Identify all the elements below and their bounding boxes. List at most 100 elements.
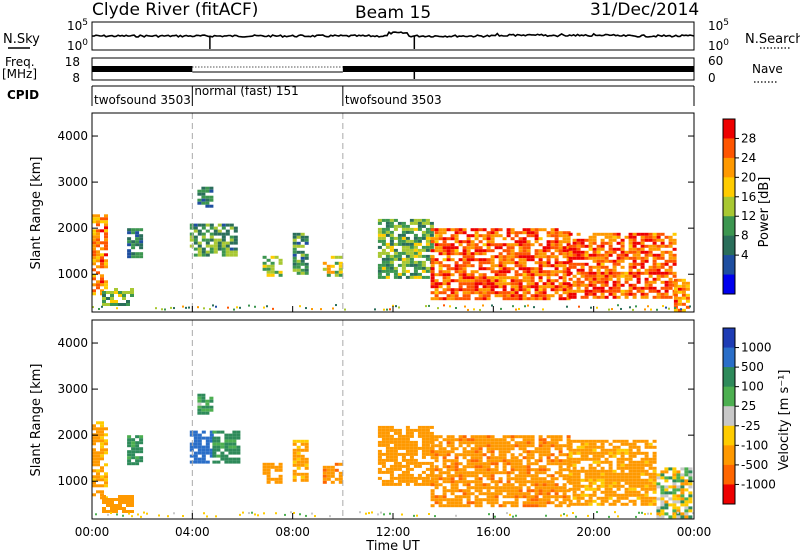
velocity-cell [100, 469, 104, 473]
velocity-cell [636, 448, 641, 452]
power-cell [648, 247, 653, 251]
velocity-cell [672, 506, 677, 510]
power-cell [588, 238, 593, 242]
velocity-cell [680, 485, 685, 489]
power-ytick-label: 4000 [57, 129, 88, 143]
power-cell [576, 247, 581, 251]
power-cell [648, 238, 653, 242]
velocity-cell [554, 444, 559, 448]
velocity-cell [672, 515, 677, 519]
power-cell [673, 281, 678, 285]
velocity-cell [381, 479, 386, 483]
velocity-cell [656, 497, 661, 501]
velocity-cell [514, 504, 519, 508]
velocity-cell [454, 495, 459, 499]
velocity-cell [530, 435, 535, 439]
velocity-cell [584, 469, 589, 473]
power-cell [385, 221, 390, 225]
power-cell [188, 306, 190, 309]
velocity-cell [126, 510, 130, 513]
velocity-cell [568, 469, 573, 473]
velocity-cell [100, 484, 104, 488]
velocity-cell [644, 493, 649, 497]
velocity-cell [600, 484, 605, 488]
power-cell [656, 274, 661, 278]
velocity-cell [381, 437, 386, 441]
velocity-cell [542, 504, 547, 508]
power-cell [417, 272, 422, 276]
velocity-cell [530, 489, 535, 493]
power-cell [393, 251, 398, 255]
power-cell [660, 256, 665, 260]
power-cell [620, 256, 625, 260]
velocity-cell [600, 466, 605, 470]
velocity-cell [442, 498, 447, 502]
velocity-cell [486, 477, 491, 481]
power-cell [608, 268, 613, 272]
power-cell [430, 264, 435, 268]
velocity-cell [454, 462, 459, 466]
power-cell [413, 239, 418, 243]
power-cell [530, 297, 535, 301]
power-cell [430, 237, 435, 241]
power-cell [393, 227, 398, 231]
velocity-cell [438, 474, 443, 478]
power-cell [494, 246, 499, 250]
velocity-cell [220, 451, 225, 455]
velocity-cell [482, 468, 487, 472]
freq-label-line2: [MHz] [2, 67, 37, 81]
velocity-cell [502, 453, 507, 457]
power-cell [100, 247, 104, 251]
power-cell [554, 255, 559, 259]
power-cell [490, 231, 495, 235]
power-cell [608, 292, 613, 296]
power-cell [389, 257, 394, 261]
velocity-cell [446, 459, 451, 463]
velocity-cell [534, 459, 539, 463]
velocity-cell [442, 492, 447, 496]
velocity-cell [542, 477, 547, 481]
power-cell [685, 284, 690, 288]
velocity-cell [446, 441, 451, 445]
power-cell [534, 249, 539, 253]
velocity-cell [131, 447, 136, 451]
power-cell [604, 271, 609, 275]
power-cell [668, 268, 673, 272]
velocity-cell [522, 450, 527, 454]
power-cell [417, 218, 422, 222]
velocity-cell [92, 463, 96, 467]
power-cell [588, 268, 593, 272]
velocity-cell [377, 513, 379, 516]
power-cell [300, 259, 305, 263]
power-cell [405, 230, 410, 234]
velocity-cell [640, 484, 645, 488]
velocity-cell [454, 465, 459, 469]
power-cell [458, 252, 463, 256]
power-cell [644, 253, 649, 257]
velocity-colorbar-label: Velocity [m s⁻¹] [777, 370, 792, 471]
velocity-cell [490, 447, 495, 451]
power-cell [438, 228, 443, 232]
velocity-cell [648, 478, 653, 482]
power-cell [632, 238, 637, 242]
velocity-cell [526, 471, 531, 475]
nsearch-label: N.Search [745, 32, 800, 47]
velocity-cell [401, 470, 406, 474]
velocity-cell [100, 475, 104, 479]
velocity-cell [401, 437, 406, 441]
velocity-cell [182, 515, 184, 518]
power-cell [640, 295, 645, 299]
velocity-cell [600, 439, 605, 443]
velocity-cell [612, 448, 617, 452]
velocity-cell [510, 489, 515, 493]
power-cell [576, 277, 581, 281]
velocity-cell [278, 474, 283, 478]
power-cell [660, 274, 665, 278]
velocity-cell [588, 445, 593, 449]
velocity-cell [197, 399, 202, 403]
power-cell [534, 234, 539, 238]
velocity-cell [588, 469, 593, 473]
power-cell [538, 279, 543, 283]
velocity-cell [430, 504, 435, 508]
velocity-cell [322, 471, 327, 475]
